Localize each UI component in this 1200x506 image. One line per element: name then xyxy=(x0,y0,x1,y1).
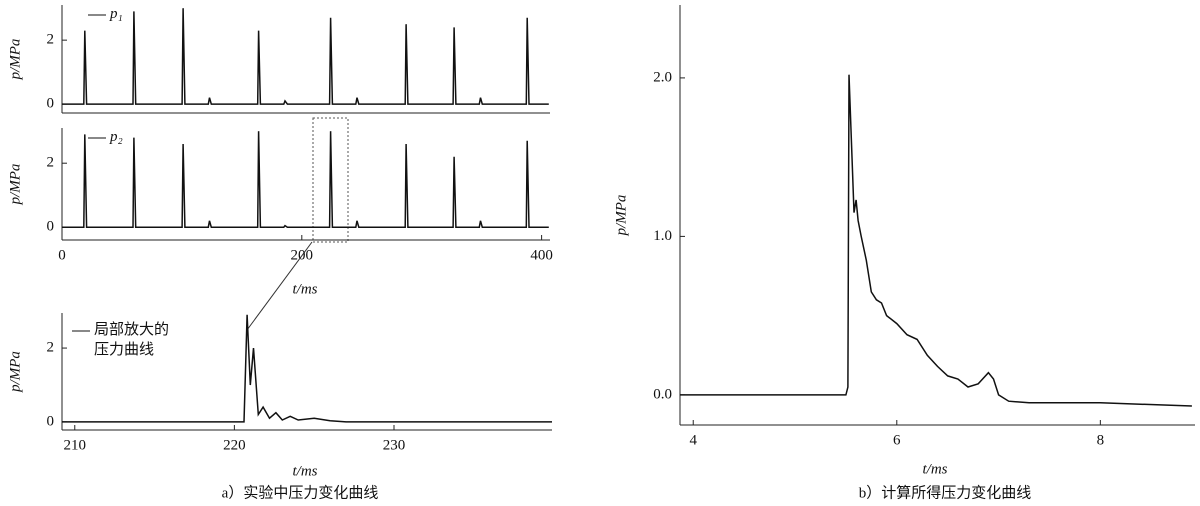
zoom-connector xyxy=(246,241,313,331)
data-line xyxy=(62,8,549,105)
caption: b）计算所得压力变化曲线 xyxy=(859,483,1032,501)
x-tick-label: 200 xyxy=(291,247,314,263)
caption: a）实验中压力变化曲线 xyxy=(222,484,379,501)
y-axis-label: p/MPa xyxy=(7,39,23,81)
x-tick-label: 210 xyxy=(64,437,87,453)
x-axis-label: t/ms xyxy=(292,463,317,479)
x-tick-label: 230 xyxy=(383,437,406,453)
data-line xyxy=(680,74,1192,407)
y-axis-label: p/MPa xyxy=(613,195,629,237)
x-axis-label: t/ms xyxy=(292,281,317,297)
y-tick-label: 2.0 xyxy=(653,69,672,85)
zoom-box xyxy=(312,117,349,243)
data-line xyxy=(62,314,552,423)
x-tick-label: 8 xyxy=(1097,432,1105,448)
legend-label: 局部放大的压力曲线 xyxy=(94,322,170,358)
y-tick-label: 2 xyxy=(47,32,55,48)
y-tick-label: 1.0 xyxy=(653,228,672,244)
y-tick-label: 0.0 xyxy=(653,386,672,402)
y-axis-label: p/MPa xyxy=(7,164,23,206)
y-tick-label: 2 xyxy=(47,155,55,171)
legend-label: p₁ xyxy=(110,6,123,22)
x-axis-label: t/ms xyxy=(922,461,947,477)
y-tick-label: 0 xyxy=(47,95,55,111)
x-tick-label: 0 xyxy=(58,247,66,263)
legend-label: p₂ xyxy=(110,129,123,145)
y-tick-label: 2 xyxy=(47,340,55,356)
data-line xyxy=(62,131,549,228)
x-tick-label: 4 xyxy=(689,432,697,448)
x-tick-label: 6 xyxy=(893,432,901,448)
y-tick-label: 0 xyxy=(47,219,55,235)
y-axis-label: p/MPa xyxy=(7,351,23,393)
x-tick-label: 400 xyxy=(530,247,553,263)
x-tick-label: 220 xyxy=(223,437,246,453)
y-tick-label: 0 xyxy=(47,413,55,429)
